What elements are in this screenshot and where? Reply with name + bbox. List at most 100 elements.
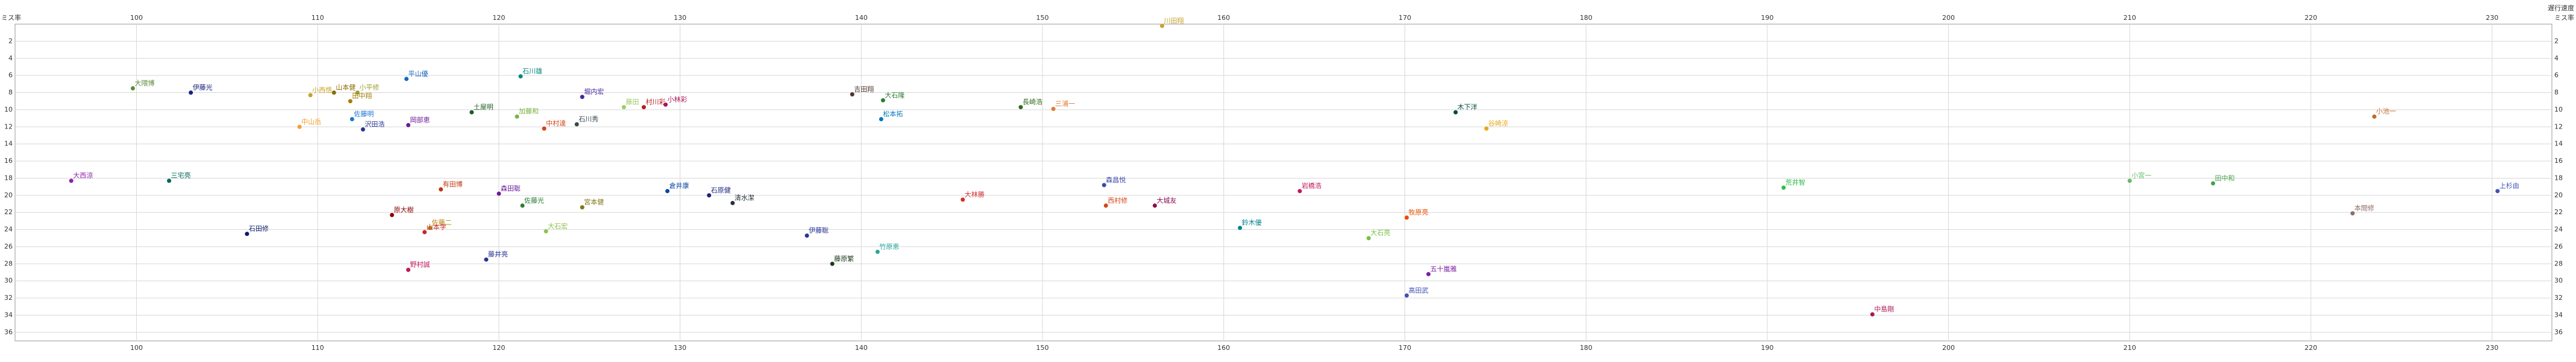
point-label: 大石隆 [885, 91, 904, 99]
point-label: 村川彩 [645, 98, 665, 106]
point [1018, 105, 1023, 110]
point [544, 229, 548, 233]
point-label: 小池一 [2376, 107, 2396, 115]
x-tick-label-bottom: 170 [1399, 344, 1411, 352]
x-tick-label: 180 [1580, 14, 1593, 22]
x-tick-label: 200 [1942, 14, 1955, 22]
point [2372, 114, 2377, 119]
point-label: 石原健 [711, 186, 731, 194]
point-label: 土屋明 [474, 103, 494, 111]
point [1404, 215, 1409, 220]
point [850, 92, 854, 97]
point [1781, 185, 1786, 190]
point [1870, 312, 1875, 317]
point [520, 203, 525, 208]
point-label: 三宅亮 [171, 171, 191, 180]
x-tick-label-bottom: 100 [130, 344, 143, 352]
point-label: 松本拓 [883, 110, 903, 118]
point [830, 261, 835, 266]
point [1160, 24, 1165, 28]
y-tick-label: 32 [4, 294, 13, 302]
point [422, 230, 427, 235]
point [406, 267, 411, 272]
y-tick-label-right: 20 [2554, 191, 2563, 199]
point-label: 堀内宏 [584, 87, 604, 96]
point [245, 232, 249, 237]
point [730, 201, 735, 206]
point [707, 193, 712, 198]
point-label: 藤井亮 [488, 250, 508, 258]
point-label: 三浦一 [1055, 100, 1075, 107]
point [355, 91, 360, 95]
y-tick-label-right: 14 [2554, 140, 2563, 148]
point-label: 大石亮 [1370, 229, 1390, 237]
point-label: 大林勝 [965, 190, 985, 198]
point-label: 中山岳 [301, 118, 321, 125]
point [665, 189, 670, 194]
point-label: 吉田翔 [854, 84, 874, 93]
point [1366, 236, 1371, 241]
point-label: 本間修 [2354, 204, 2374, 212]
x-tick-label: 130 [674, 14, 686, 22]
point [349, 117, 354, 121]
y-axis-title: ミス率 [1, 13, 21, 22]
point [167, 179, 172, 183]
point [484, 257, 489, 262]
point [297, 124, 302, 129]
point-label: 田中和 [2215, 174, 2235, 182]
point-label: 藤原繁 [834, 254, 854, 262]
y-tick-label-right: 4 [2554, 54, 2559, 62]
y-tick-label-right: 34 [2554, 311, 2563, 319]
point [1102, 183, 1106, 188]
point [308, 93, 313, 98]
point-label: 原大樹 [393, 205, 413, 214]
point-label: 岡部恵 [410, 115, 430, 124]
point-label: 高田武 [1408, 286, 1428, 294]
y-tick-label-right: 30 [2554, 277, 2563, 285]
x-tick-label: 160 [1217, 14, 1230, 22]
point-label: 佐藤光 [524, 196, 544, 205]
y-tick-label-right: 8 [2554, 89, 2559, 97]
point-label: 石川雄 [522, 67, 542, 75]
point [404, 77, 409, 81]
point-label: 山本健 [336, 83, 356, 92]
point-label: 伊藤聡 [809, 226, 829, 234]
y-tick-label: 12 [4, 122, 13, 130]
point [804, 233, 809, 238]
y-tick-label: 6 [8, 71, 13, 79]
point-label: 宮本健 [584, 198, 604, 206]
point-label: 小宮一 [2131, 171, 2151, 180]
point [515, 114, 519, 119]
point [439, 187, 443, 192]
point-label: 岩橋浩 [1302, 182, 1321, 190]
point-label: 荒井智 [1785, 178, 1805, 186]
point-label: 小平修 [359, 83, 379, 92]
point-label: 佐藤明 [354, 110, 374, 118]
y-tick-label-right: 12 [2554, 122, 2563, 130]
point-label: 森田聡 [501, 184, 521, 192]
point-label: 野村誠 [410, 260, 430, 268]
point-label: 清水潔 [735, 194, 754, 202]
point-label: 木下洋 [1458, 103, 1478, 111]
point [961, 197, 965, 202]
point [1426, 272, 1431, 276]
point-label: 長崎浩 [1023, 98, 1042, 106]
point [1152, 203, 1157, 208]
y-tick-label: 4 [8, 54, 13, 62]
x-tick-label: 170 [1399, 14, 1411, 22]
x-tick-label-bottom: 120 [492, 344, 505, 352]
point [428, 226, 433, 230]
point [469, 110, 474, 115]
point [880, 98, 885, 103]
point [2350, 211, 2355, 216]
y-tick-label: 22 [4, 208, 13, 216]
x-tick-label-bottom: 230 [2486, 344, 2498, 352]
y-axis-title-right: ミス率 [2554, 13, 2574, 22]
point [348, 99, 353, 104]
plot-frame [14, 24, 2552, 341]
x-tick-label-bottom: 140 [855, 344, 868, 352]
y-tick-label: 10 [4, 106, 13, 113]
y-tick-label: 26 [4, 243, 13, 250]
point-label: 平山優 [409, 70, 428, 78]
x-tick-label: 110 [312, 14, 324, 22]
